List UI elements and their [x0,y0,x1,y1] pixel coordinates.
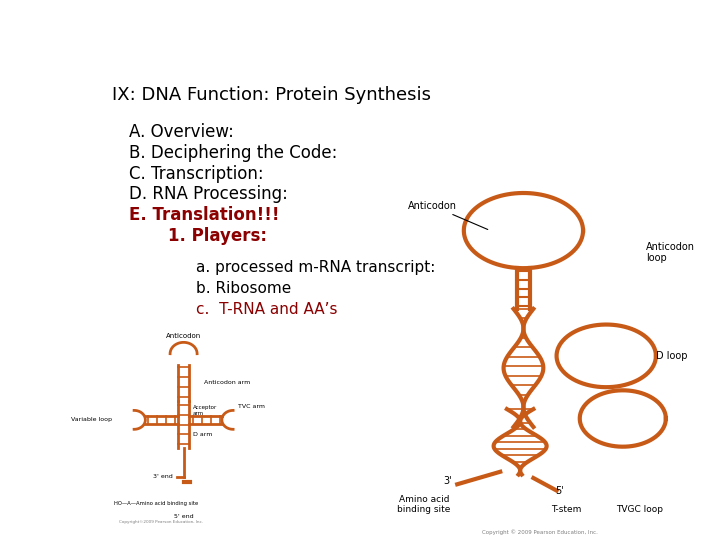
Text: c.  T-RNA and AA’s: c. T-RNA and AA’s [196,302,338,317]
Text: Anticodon arm: Anticodon arm [204,380,250,384]
Text: Amino acid
binding site: Amino acid binding site [397,495,451,515]
Text: 5': 5' [556,485,564,496]
Text: Copyright © 2009 Pearson Education, Inc.: Copyright © 2009 Pearson Education, Inc. [482,530,598,535]
Text: Anticodon: Anticodon [166,333,201,339]
Text: B. Deciphering the Code:: B. Deciphering the Code: [129,144,338,162]
Text: IX: DNA Function: Protein Synthesis: IX: DNA Function: Protein Synthesis [112,85,431,104]
Text: TVC arm: TVC arm [238,404,265,409]
Text: C. Transcription:: C. Transcription: [129,165,264,183]
Text: Anticodon: Anticodon [408,201,487,230]
Text: Variable loop: Variable loop [71,417,112,422]
Text: D loop: D loop [656,351,688,361]
Text: TVGC loop: TVGC loop [616,505,663,515]
Text: Copyright©2009 Pearson Education, Inc.: Copyright©2009 Pearson Education, Inc. [119,520,203,524]
Text: E. Translation!!!: E. Translation!!! [129,206,279,224]
Text: a. processed m-RNA transcript:: a. processed m-RNA transcript: [196,260,436,275]
Text: T-stem: T-stem [552,505,582,515]
Text: 3' end: 3' end [153,474,172,479]
Text: Acceptor
arm: Acceptor arm [193,405,217,416]
Text: Anticodon
loop: Anticodon loop [646,242,695,264]
Text: b. Ribosome: b. Ribosome [196,281,292,296]
Text: A. Overview:: A. Overview: [129,123,234,141]
Text: D. RNA Processing:: D. RNA Processing: [129,185,288,204]
Text: 1. Players:: 1. Players: [168,227,267,245]
Text: D arm: D arm [193,433,212,437]
Text: 3': 3' [443,476,451,487]
Text: HO—A—Amino acid binding site: HO—A—Amino acid binding site [114,501,199,506]
Text: 5' end: 5' end [174,514,194,519]
